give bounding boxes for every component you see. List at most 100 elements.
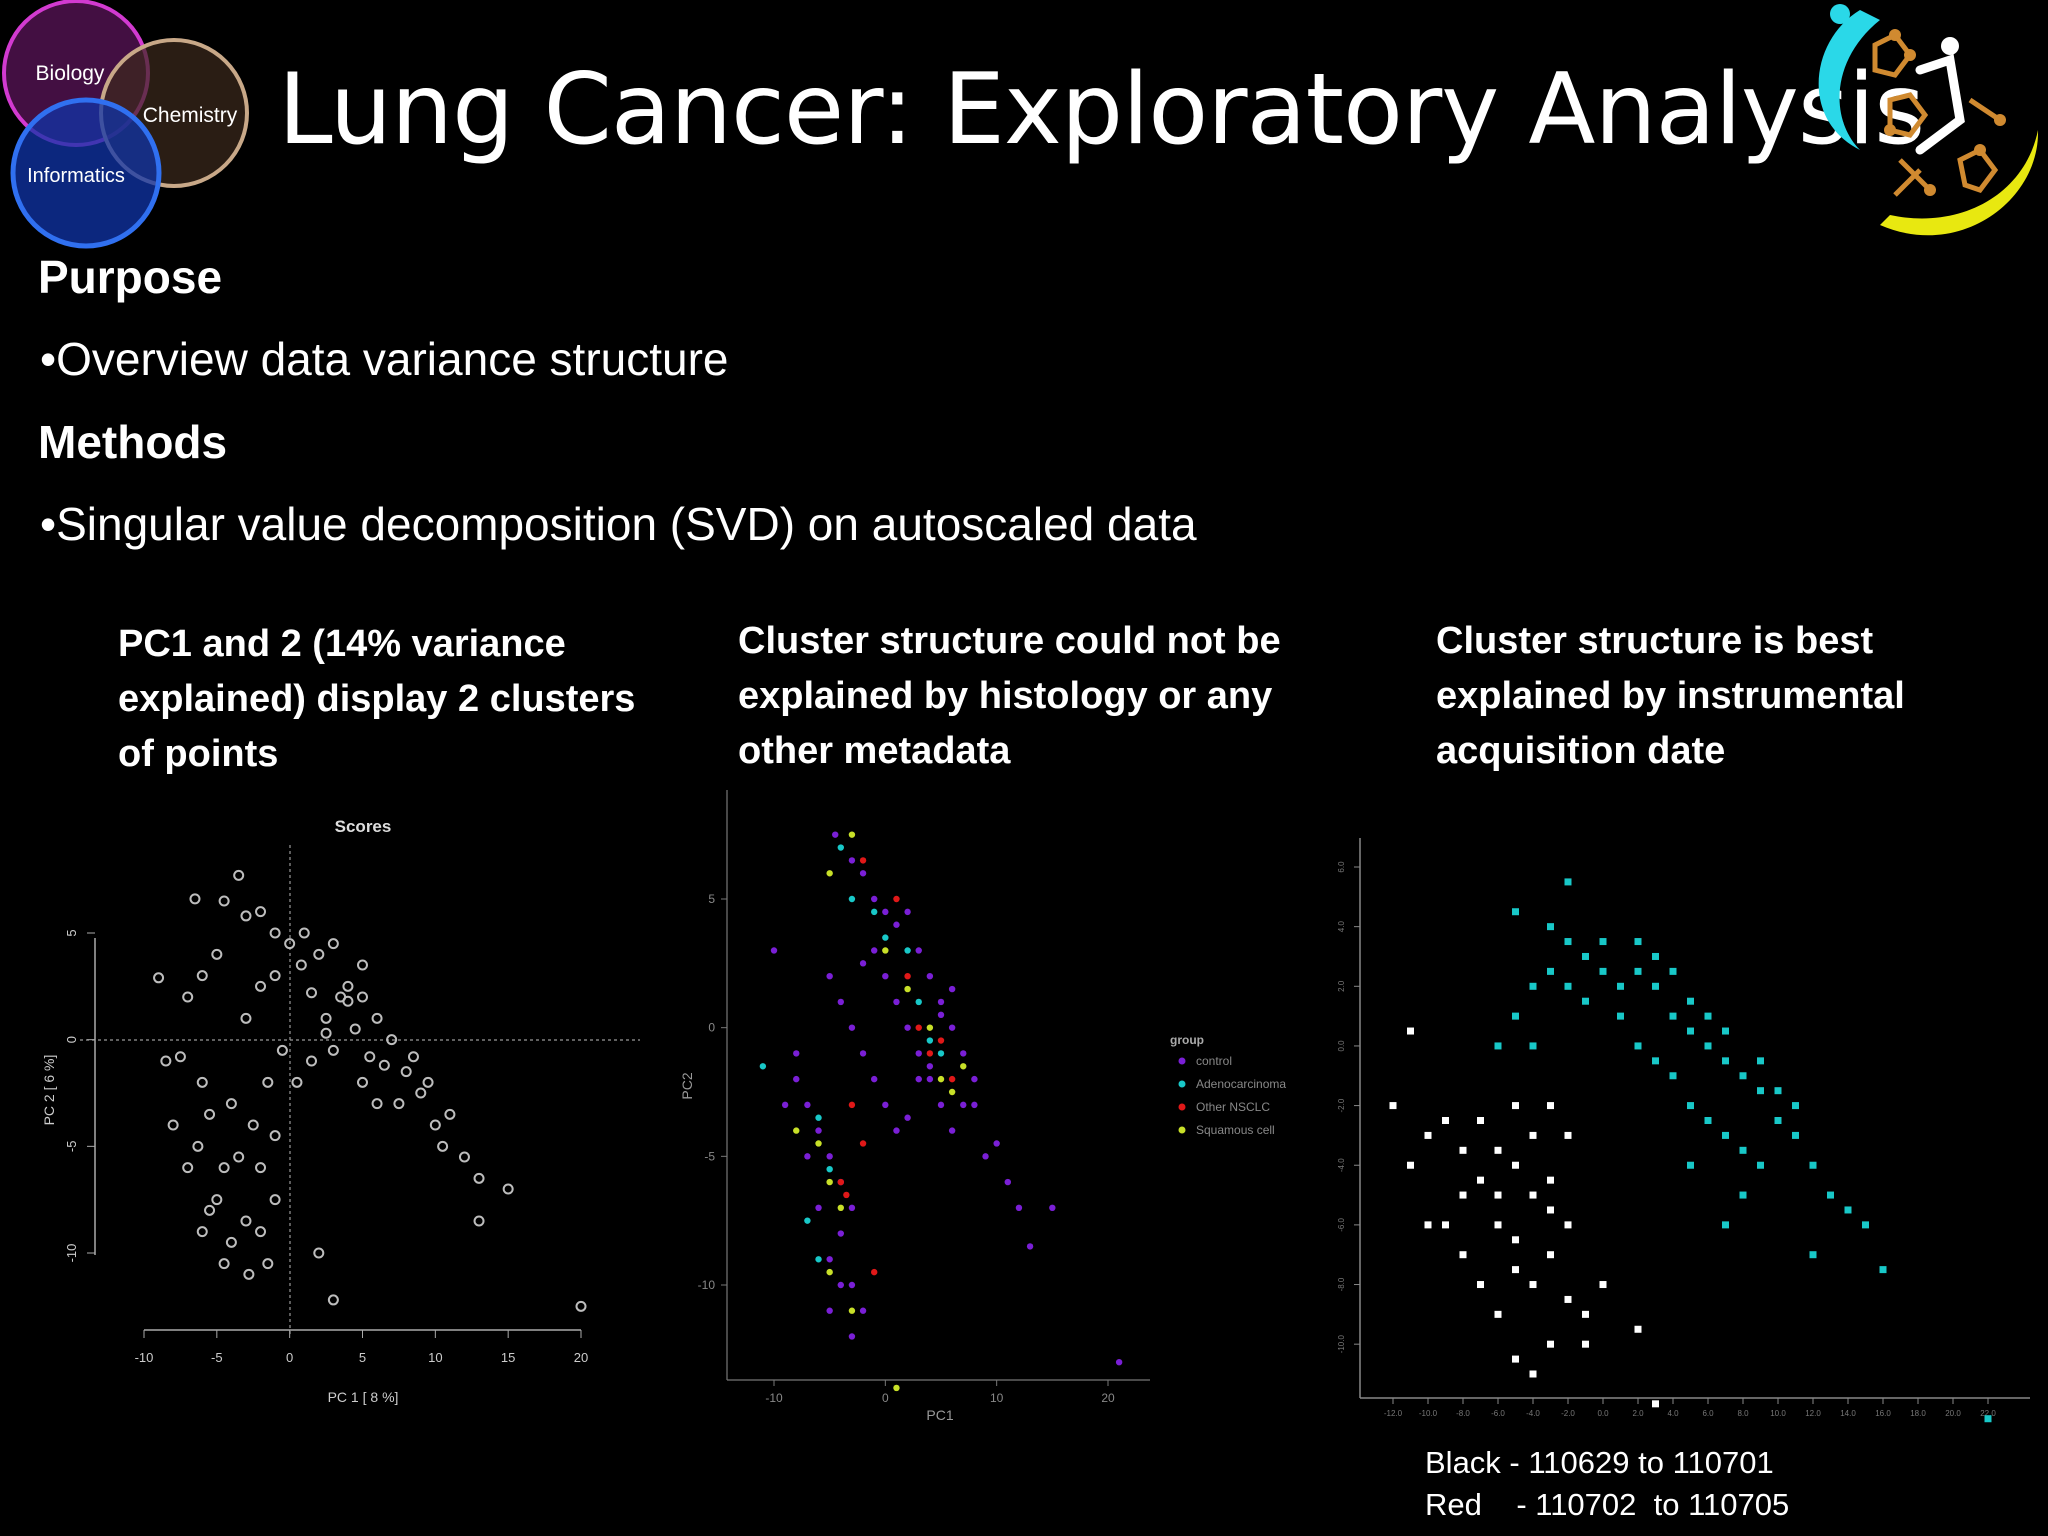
data-point — [1722, 1131, 1729, 1139]
molecule-logo — [1818, 4, 2039, 236]
data-point — [971, 1101, 978, 1109]
data-point — [1494, 1221, 1502, 1229]
data-point — [1687, 997, 1694, 1005]
data-point — [1529, 1042, 1537, 1050]
data-point — [1687, 1102, 1694, 1110]
data-point — [1879, 1266, 1887, 1274]
data-point — [1652, 1400, 1659, 1408]
data-point — [1512, 908, 1519, 916]
data-point — [1115, 1359, 1123, 1366]
data-point — [269, 927, 281, 939]
x-tick-label: -10.0 — [1419, 1409, 1438, 1418]
data-point — [298, 927, 310, 939]
data-point — [327, 938, 339, 950]
data-point — [848, 1204, 856, 1211]
data-point — [1512, 1236, 1519, 1244]
data-point — [218, 1162, 230, 1174]
data-point — [937, 1011, 945, 1018]
data-point — [1547, 923, 1554, 931]
legend-swatch — [1178, 1080, 1186, 1088]
y-tick-label: -4.0 — [1337, 1158, 1346, 1172]
data-point — [904, 985, 911, 993]
data-point — [182, 1162, 194, 1174]
data-point — [871, 1075, 878, 1083]
methods-heading: Methods — [38, 416, 228, 468]
data-point — [1757, 1087, 1764, 1095]
x-tick-label: 12.0 — [1805, 1409, 1821, 1418]
data-point — [1757, 1161, 1764, 1169]
page-title: Lung Cancer: Exploratory Analysis — [278, 53, 1925, 167]
data-point — [848, 1281, 856, 1289]
data-point — [1617, 982, 1624, 990]
data-point — [826, 1268, 833, 1276]
data-point — [211, 1194, 223, 1206]
data-point — [1739, 1072, 1747, 1080]
data-point — [826, 1178, 833, 1186]
data-point — [848, 831, 856, 838]
data-point — [1564, 1295, 1572, 1303]
data-point — [1722, 1027, 1729, 1035]
methods-bullet: •Singular value decomposition (SVD) on a… — [40, 498, 1197, 550]
data-point — [1424, 1131, 1432, 1139]
legend-swatch — [1178, 1126, 1186, 1134]
data-point — [247, 1119, 259, 1131]
data-point — [915, 947, 922, 954]
data-point — [196, 970, 208, 982]
data-point — [1547, 1206, 1554, 1214]
data-point — [882, 947, 889, 954]
data-point — [349, 1023, 361, 1035]
x-tick-label: 0 — [882, 1391, 889, 1405]
data-point — [1704, 1012, 1712, 1020]
data-point — [204, 1108, 216, 1120]
data-point — [1407, 1027, 1414, 1035]
data-point — [1652, 952, 1659, 960]
data-point — [960, 1050, 967, 1057]
data-point — [269, 970, 281, 982]
data-point — [937, 1101, 945, 1109]
x-tick-label: 0 — [286, 1350, 293, 1365]
data-point — [1582, 1340, 1589, 1348]
data-point — [357, 959, 368, 971]
data-point — [1477, 1281, 1484, 1289]
data-point — [327, 1044, 339, 1056]
data-point — [407, 1051, 419, 1063]
data-point — [871, 908, 878, 916]
data-point — [458, 1151, 470, 1163]
y-tick-label: -10 — [698, 1278, 716, 1292]
data-point — [1547, 1251, 1554, 1259]
data-point — [1669, 1072, 1677, 1080]
legend-swatch — [1178, 1103, 1186, 1111]
data-point — [1564, 1131, 1572, 1139]
x-tick-label: 10 — [990, 1391, 1004, 1405]
data-point — [859, 1050, 867, 1057]
data-point — [327, 1294, 339, 1306]
data-point — [915, 1075, 922, 1083]
data-point — [926, 973, 934, 980]
y-tick-label: 4.0 — [1337, 921, 1346, 933]
legend-entry: Other NSCLC — [1196, 1100, 1270, 1114]
y-tick-label: 0.0 — [1337, 1040, 1346, 1052]
data-point — [826, 973, 833, 980]
x-tick-label: 18.0 — [1910, 1409, 1926, 1418]
data-point — [859, 857, 867, 864]
data-point — [948, 1127, 956, 1134]
data-point — [1739, 1146, 1747, 1154]
data-point — [882, 908, 889, 916]
data-point — [269, 1194, 281, 1206]
x-tick-label: -10 — [135, 1350, 154, 1365]
data-point — [1477, 1176, 1484, 1184]
data-point — [804, 1217, 811, 1224]
data-point — [871, 947, 878, 954]
data-point — [335, 991, 347, 1003]
data-point — [1617, 1012, 1624, 1020]
x-tick-label: 8.0 — [1737, 1409, 1749, 1418]
data-point — [1634, 1042, 1642, 1050]
data-point — [1809, 1161, 1817, 1169]
data-point — [859, 1307, 867, 1314]
x-tick-label: 10 — [428, 1350, 442, 1365]
data-point — [893, 998, 900, 1006]
data-point — [982, 1153, 989, 1160]
methods-bullet-text: Singular value decomposition (SVD) on au… — [56, 498, 1197, 550]
data-point — [313, 948, 325, 960]
legend-entry: Adenocarcinoma — [1196, 1077, 1286, 1091]
